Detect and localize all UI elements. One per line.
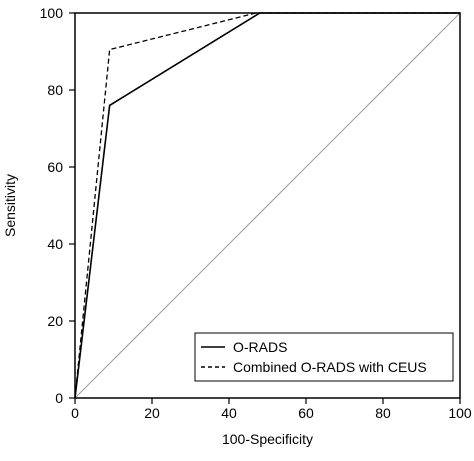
reference-diagonal-line: [74, 12, 461, 399]
legend-box: [194, 332, 454, 382]
x-tick-label-100: 100: [448, 405, 472, 421]
x-tick-label-20: 20: [144, 405, 160, 421]
x-tick-label-40: 40: [221, 405, 237, 421]
y-tick-label-80: 80: [47, 82, 63, 98]
plot-layer: 0 20 40 60 80 100 0 20 40 60 80 100 O-RADS Combined O…: [40, 5, 472, 421]
y-tick-label-20: 20: [47, 313, 63, 329]
x-axis-label: 100-Specificity: [222, 431, 313, 447]
x-tick-label-60: 60: [298, 405, 314, 421]
y-axis-label: Sensitivity: [2, 174, 18, 237]
legend-label-0: O-RADS: [233, 339, 287, 355]
y-tick-label-60: 60: [47, 159, 63, 175]
x-tick-label-80: 80: [375, 405, 391, 421]
plot-frame: [74, 12, 461, 399]
y-tick-label-100: 100: [40, 5, 64, 21]
x-tick-label-0: 0: [71, 405, 79, 421]
y-tick-label-0: 0: [55, 390, 63, 406]
legend-label-1: Combined O-RADS with CEUS: [233, 359, 427, 375]
y-tick-label-40: 40: [47, 236, 63, 252]
